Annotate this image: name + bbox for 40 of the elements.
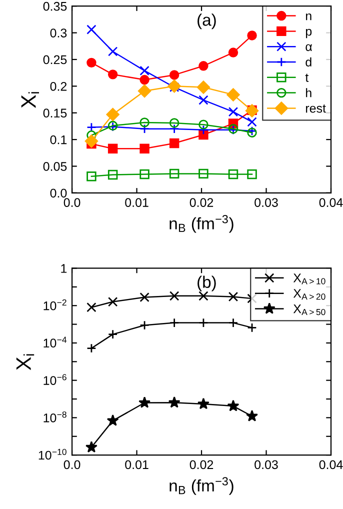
y-tick-label: 10$^{−2}$ [44,299,66,310]
x-axis-title: n$_{B}$ (fm$^{−3}$) [170,477,234,495]
y-tick-label: 10$^{−10}$ [38,448,66,460]
legend-label: p [306,28,312,38]
x-axis-title: n$_{B}$ (fm$^{−3}$) [170,214,234,233]
x-tick-label: 0.02 [190,198,214,207]
legend-label: α [306,44,312,52]
y-tick-label: 10$^{−4}$ [44,336,67,348]
y-axis-title: X$_{i}$ [16,354,34,370]
legend-label: n [306,13,312,20]
y-tick-label: 10$^{−8}$ [44,411,66,422]
y-tick-label: 0.25 [43,55,67,64]
annotation: (b) [198,276,216,292]
annotation: (a) [198,14,216,30]
y-tick-label: 0.15 [43,108,67,118]
y-tick-label: 1 [61,264,67,273]
y-tick-label: 0.3 [50,28,67,38]
y-tick-label: 0.0 [50,188,67,198]
legend-label: d [306,57,312,66]
x-tick-label: 0.04 [319,198,343,207]
x-tick-label: 0.0 [64,460,80,470]
y-tick-label: 0.35 [43,2,67,11]
y-tick-label: 10$^{−6}$ [44,374,66,385]
x-tick-label: 0.03 [254,460,278,470]
y-tick-label: 0.1 [50,135,67,144]
legend-label: rest [306,104,326,113]
x-tick-label: 0.0 [64,198,80,207]
legend-label: X$_{A>20}$ [293,289,326,300]
legend-label: X$_{A>50}$ [293,304,326,316]
legend-label: t [305,74,309,82]
y-tick-label: 0.2 [50,82,67,91]
x-tick-label: 0.04 [319,460,343,470]
x-tick-label: 0.03 [254,198,278,207]
legend-label: h [306,88,312,98]
x-tick-label: 0.02 [190,460,214,470]
y-tick-label: 0.05 [43,162,67,171]
x-tick-label: 0.01 [125,198,148,207]
legend-label: X$_{A>10}$ [293,274,326,284]
y-axis-title: X$_{i}$ [21,92,39,108]
x-tick-label: 0.01 [125,460,148,470]
